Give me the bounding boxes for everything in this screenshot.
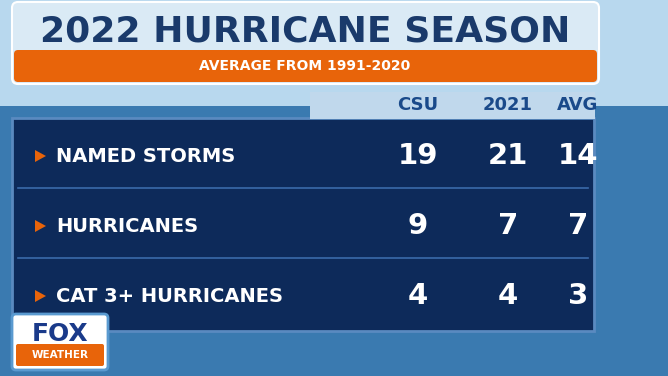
Text: 3: 3 <box>568 282 589 310</box>
Polygon shape <box>35 150 46 162</box>
Text: 2022 HURRICANE SEASON: 2022 HURRICANE SEASON <box>40 14 570 48</box>
FancyBboxPatch shape <box>16 344 104 366</box>
Text: NAMED STORMS: NAMED STORMS <box>56 147 235 165</box>
Text: FOX: FOX <box>31 322 88 346</box>
FancyBboxPatch shape <box>14 50 597 82</box>
Text: 9: 9 <box>408 212 428 240</box>
Text: 4: 4 <box>498 282 518 310</box>
Text: 21: 21 <box>488 142 528 170</box>
FancyBboxPatch shape <box>12 118 594 331</box>
Text: CSU: CSU <box>397 96 439 114</box>
Text: AVERAGE FROM 1991-2020: AVERAGE FROM 1991-2020 <box>199 59 411 73</box>
Text: WEATHER: WEATHER <box>31 350 88 360</box>
Text: 2021: 2021 <box>483 96 533 114</box>
Polygon shape <box>35 220 46 232</box>
Text: 7: 7 <box>498 212 518 240</box>
Polygon shape <box>35 290 46 302</box>
Text: 14: 14 <box>558 142 599 170</box>
Text: 19: 19 <box>397 142 438 170</box>
Text: 7: 7 <box>568 212 589 240</box>
FancyBboxPatch shape <box>310 92 595 119</box>
Text: CAT 3+ HURRICANES: CAT 3+ HURRICANES <box>56 287 283 305</box>
FancyBboxPatch shape <box>12 314 108 370</box>
FancyBboxPatch shape <box>12 2 599 84</box>
FancyBboxPatch shape <box>0 0 668 106</box>
Text: AVG: AVG <box>557 96 599 114</box>
Text: HURRICANES: HURRICANES <box>56 217 198 235</box>
Text: 4: 4 <box>408 282 428 310</box>
